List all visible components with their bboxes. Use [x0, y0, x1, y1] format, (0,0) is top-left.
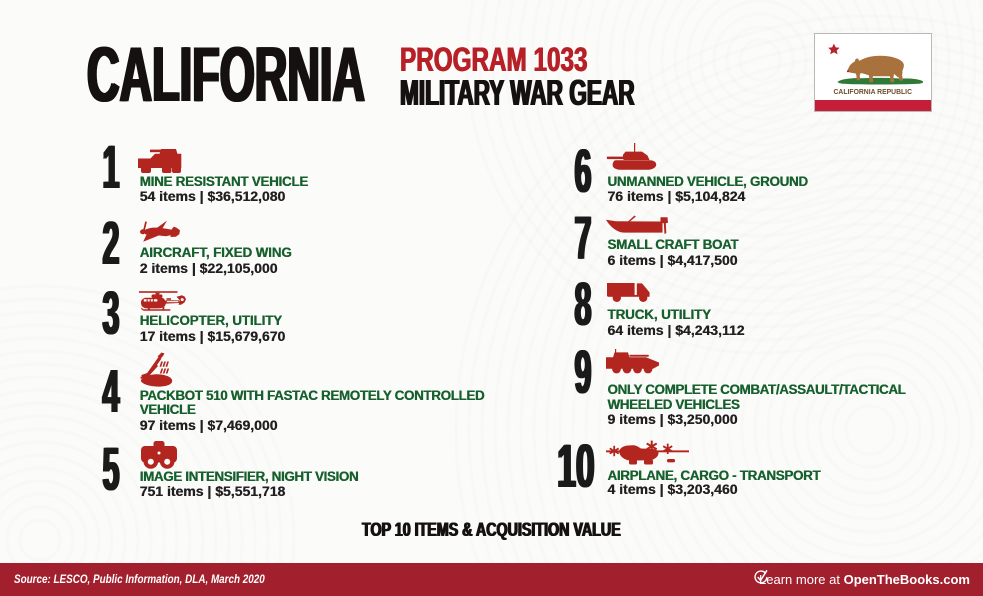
svg-text:CALIFORNIA REPUBLIC: CALIFORNIA REPUBLIC: [834, 87, 913, 96]
